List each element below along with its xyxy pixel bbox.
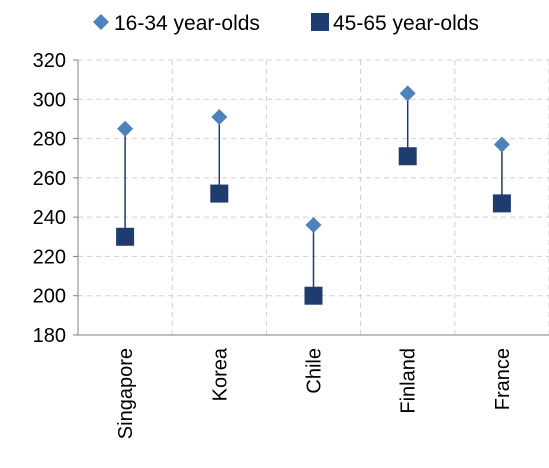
axes [77, 60, 549, 336]
x-axis-ticks: Singapore Korea Chile Finland France [115, 347, 514, 439]
point-45-65 [398, 147, 417, 166]
x-tick-label: Singapore [115, 348, 137, 439]
point-45-65 [116, 227, 135, 246]
points [116, 85, 511, 305]
point-16-34 [211, 108, 228, 125]
y-tick-label: 260 [33, 168, 66, 190]
y-tick-label: 320 [33, 50, 66, 72]
x-tick-label: Chile [304, 348, 326, 394]
legend-label-16-34: 16-34 year-olds [114, 12, 260, 35]
point-16-34 [305, 217, 322, 233]
legend-label-45-65: 45-65 year-olds [333, 12, 479, 35]
y-tick-label: 240 [33, 207, 66, 229]
x-tick-label: France [492, 348, 514, 410]
point-45-65 [492, 194, 511, 213]
y-tick-label: 200 [33, 286, 66, 308]
y-axis-ticks: 180 200 220 240 260 280 300 320 [33, 50, 78, 347]
y-tick-label: 220 [33, 246, 66, 268]
y-tick-label: 300 [33, 89, 66, 111]
connectors [124, 93, 503, 296]
y-tick-label: 180 [33, 325, 66, 347]
legend-marker-16-34 [93, 14, 109, 30]
point-16-34 [399, 85, 416, 102]
point-16-34 [493, 136, 510, 153]
point-45-65 [210, 184, 229, 203]
legend-marker-45-65 [311, 13, 329, 31]
x-tick-label: Korea [209, 347, 231, 401]
legend: 16-34 year-olds 45-65 year-olds [93, 12, 479, 35]
y-tick-label: 280 [33, 129, 66, 151]
point-16-34 [117, 120, 134, 137]
point-45-65 [304, 286, 323, 305]
x-tick-label: Finland [398, 348, 420, 414]
